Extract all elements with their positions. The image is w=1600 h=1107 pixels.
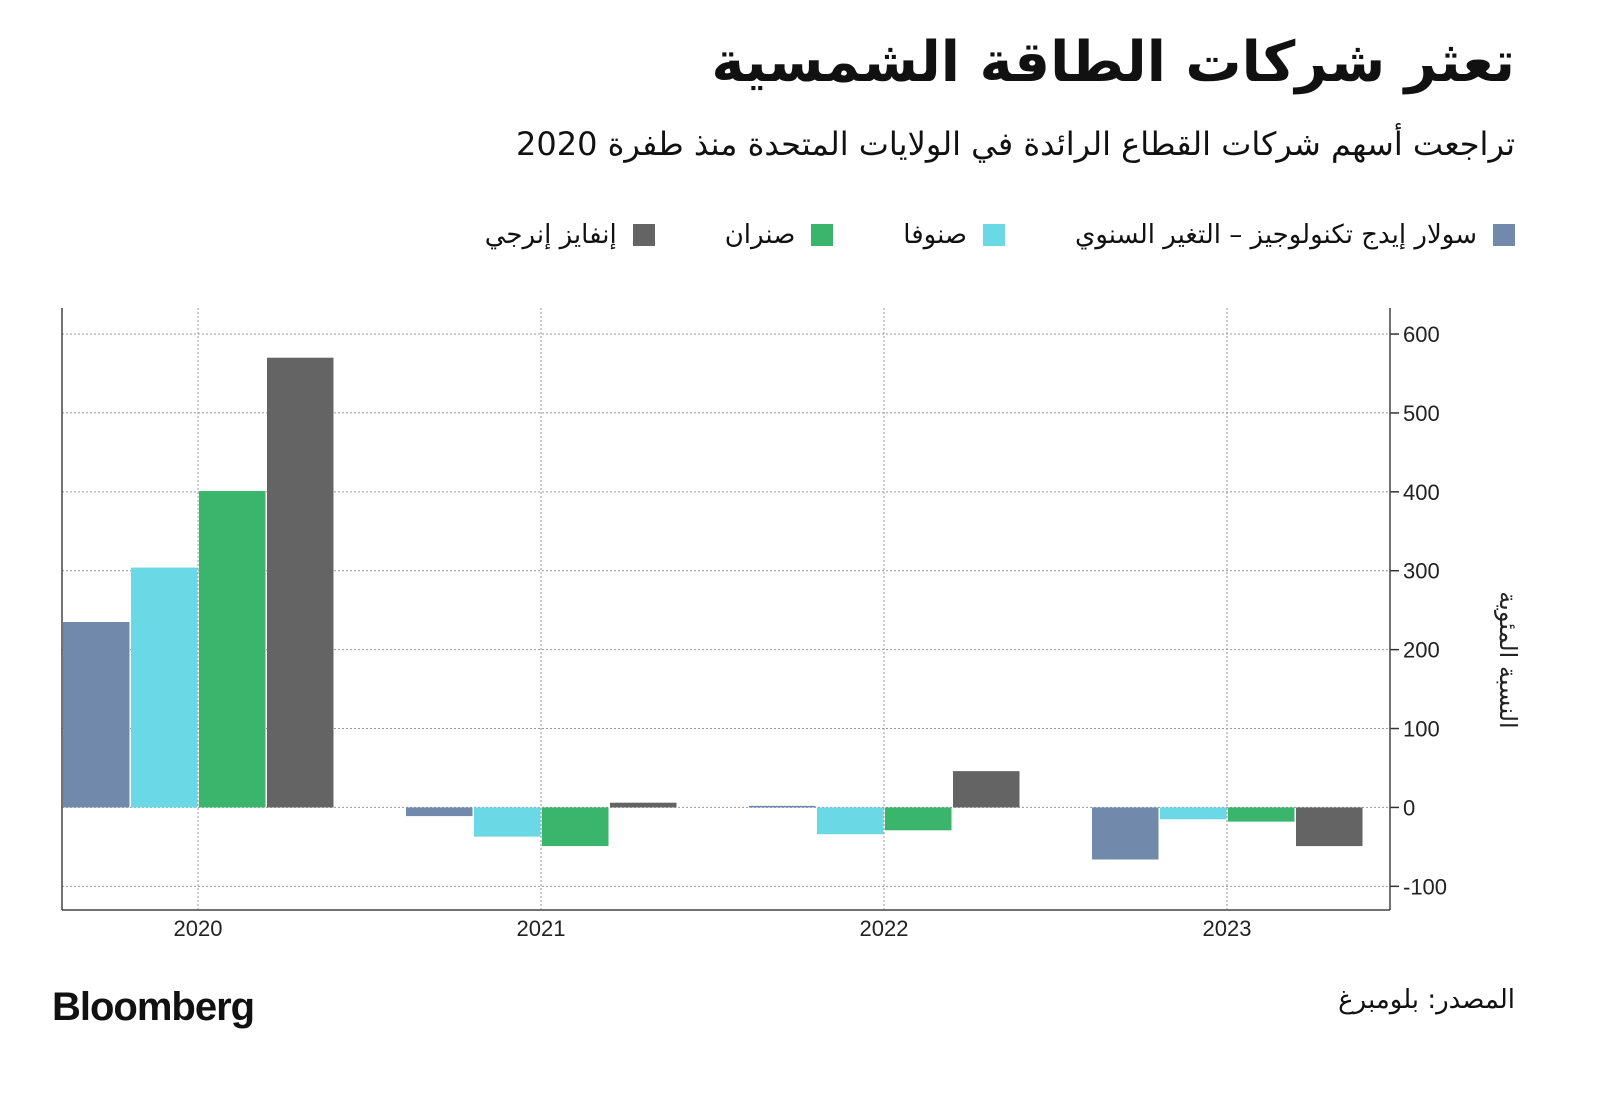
- bar: [610, 802, 677, 808]
- legend-swatch: [1493, 224, 1515, 246]
- bar: [817, 807, 884, 835]
- legend-label: صنوفا: [903, 220, 967, 250]
- legend-item: صنوفا: [903, 220, 1005, 250]
- bar: [199, 491, 266, 808]
- bar: [542, 807, 609, 847]
- bar: [131, 567, 198, 808]
- x-tick-label: 2023: [1203, 916, 1252, 941]
- bar: [1228, 807, 1295, 822]
- legend-label: صنران: [724, 220, 796, 250]
- bar: [474, 807, 541, 837]
- legend-label: سولار إيدج تكنولوجيز – التغير السنوي: [1075, 220, 1477, 250]
- legend-item: صنران: [725, 220, 834, 250]
- bar: [885, 807, 952, 831]
- chart-title: تعثر شركات الطاقة الشمسية: [711, 30, 1515, 95]
- y-tick-label: 0: [1403, 795, 1415, 820]
- bar: [63, 622, 130, 808]
- legend-swatch: [632, 224, 655, 246]
- y-tick-label: 300: [1403, 559, 1440, 584]
- legend-item: إنفايز إنرجي: [485, 220, 655, 250]
- x-tick-label: 2020: [174, 916, 223, 941]
- y-tick-label: 500: [1403, 401, 1440, 426]
- x-tick-label: 2022: [860, 916, 909, 941]
- legend-swatch: [983, 224, 1005, 246]
- legend-item: سولار إيدج تكنولوجيز – التغير السنوي: [1075, 220, 1515, 250]
- source-note: المصدر: بلومبرغ: [1338, 985, 1515, 1015]
- y-tick-label: 200: [1403, 638, 1440, 663]
- bar: [406, 807, 473, 817]
- legend: سولار إيدج تكنولوجيز – التغير السنوي صنوف…: [485, 220, 1515, 250]
- chart-subtitle: تراجعت أسهم شركات القطاع الرائدة في الول…: [515, 125, 1515, 163]
- bar: [749, 805, 816, 808]
- legend-label: إنفايز إنرجي: [484, 220, 617, 250]
- y-axis-label: النسبة المئوية: [1494, 591, 1522, 728]
- bar: [1296, 807, 1363, 847]
- bar: [1160, 807, 1227, 820]
- x-tick-label: 2021: [517, 916, 566, 941]
- y-tick-label: 600: [1403, 322, 1440, 347]
- bar: [953, 771, 1020, 808]
- y-tick-label: -100: [1403, 874, 1447, 899]
- legend-swatch: [811, 224, 834, 246]
- bar: [1092, 807, 1159, 860]
- brand-logo: Bloomberg: [52, 985, 255, 1029]
- bar: [267, 357, 334, 808]
- y-tick-label: 100: [1403, 717, 1440, 742]
- y-tick-label: 400: [1403, 480, 1440, 505]
